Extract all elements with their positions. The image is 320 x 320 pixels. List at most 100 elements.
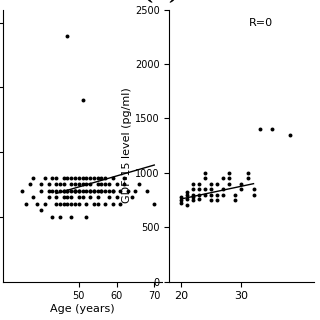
Point: [197, 187, 202, 192]
Point: [61, 201, 66, 206]
Point: [221, 192, 226, 197]
Point: [245, 170, 250, 175]
Point: [118, 188, 123, 194]
Point: [110, 188, 115, 194]
Point: [122, 175, 127, 180]
Y-axis label: GDF-15 level (pg/ml): GDF-15 level (pg/ml): [122, 88, 132, 204]
Point: [209, 181, 214, 186]
Point: [57, 214, 62, 220]
Point: [185, 192, 190, 197]
Point: [110, 175, 115, 180]
Point: [57, 188, 62, 194]
Point: [72, 201, 77, 206]
Point: [185, 203, 190, 208]
Point: [233, 197, 238, 203]
Point: [269, 127, 274, 132]
Point: [91, 188, 96, 194]
Point: [76, 182, 81, 187]
Point: [87, 188, 92, 194]
X-axis label: Age (years): Age (years): [50, 304, 115, 314]
Point: [137, 182, 142, 187]
Point: [68, 175, 74, 180]
Point: [103, 201, 108, 206]
Point: [91, 188, 96, 194]
Point: [76, 195, 81, 200]
Point: [215, 197, 220, 203]
Point: [46, 195, 51, 200]
Point: [103, 182, 108, 187]
Point: [20, 188, 25, 194]
Point: [61, 195, 66, 200]
Point: [53, 201, 59, 206]
Point: [38, 182, 44, 187]
Point: [53, 182, 59, 187]
Point: [65, 33, 70, 38]
Point: [61, 175, 66, 180]
Point: [179, 197, 184, 203]
Point: [95, 175, 100, 180]
Point: [72, 175, 77, 180]
Point: [106, 188, 111, 194]
Text: R=0: R=0: [249, 18, 273, 28]
Point: [84, 175, 89, 180]
Point: [61, 188, 66, 194]
Point: [80, 98, 85, 103]
Point: [72, 188, 77, 194]
Point: [203, 170, 208, 175]
Point: [251, 192, 256, 197]
Point: [203, 187, 208, 192]
Point: [103, 188, 108, 194]
Point: [50, 175, 55, 180]
Point: [185, 190, 190, 195]
Point: [227, 176, 232, 181]
Point: [95, 182, 100, 187]
Point: [80, 195, 85, 200]
Point: [209, 197, 214, 203]
Point: [38, 188, 44, 194]
Point: [46, 188, 51, 194]
Point: [110, 188, 115, 194]
Point: [106, 182, 111, 187]
Text: (B): (B): [143, 0, 179, 4]
Point: [110, 201, 115, 206]
Point: [61, 182, 66, 187]
Point: [65, 188, 70, 194]
Point: [80, 182, 85, 187]
Point: [203, 176, 208, 181]
Point: [191, 192, 196, 197]
Point: [144, 188, 149, 194]
Point: [31, 175, 36, 180]
Point: [215, 181, 220, 186]
Point: [95, 188, 100, 194]
Point: [152, 201, 157, 206]
Point: [76, 188, 81, 194]
Point: [27, 182, 32, 187]
Point: [118, 201, 123, 206]
Point: [80, 175, 85, 180]
Point: [209, 187, 214, 192]
Point: [191, 187, 196, 192]
Point: [239, 187, 244, 192]
Point: [68, 188, 74, 194]
Point: [99, 182, 104, 187]
Point: [23, 201, 28, 206]
Point: [84, 214, 89, 220]
Point: [221, 187, 226, 192]
Point: [87, 175, 92, 180]
Point: [245, 176, 250, 181]
Point: [57, 182, 62, 187]
Point: [80, 188, 85, 194]
Point: [57, 201, 62, 206]
Point: [35, 201, 40, 206]
Point: [76, 201, 81, 206]
Point: [239, 181, 244, 186]
Point: [53, 188, 59, 194]
Point: [50, 188, 55, 194]
Point: [179, 194, 184, 199]
Point: [53, 195, 59, 200]
Point: [203, 192, 208, 197]
Point: [106, 195, 111, 200]
Point: [185, 196, 190, 202]
Point: [191, 197, 196, 203]
Point: [215, 192, 220, 197]
